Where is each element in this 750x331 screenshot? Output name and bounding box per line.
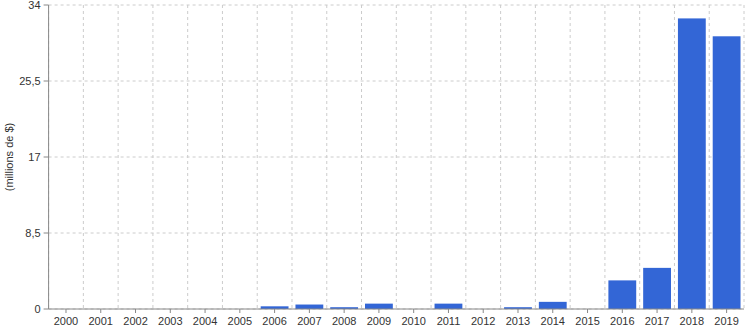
y-axis-label: (millions de $) xyxy=(3,123,15,191)
x-tick-label: 2000 xyxy=(54,315,78,327)
x-tick xyxy=(657,309,658,313)
x-tick xyxy=(170,309,171,313)
y-tick xyxy=(44,309,49,310)
x-tick-label: 2001 xyxy=(89,315,113,327)
x-grid xyxy=(48,5,49,309)
y-tick xyxy=(44,157,49,158)
x-tick-label: 2010 xyxy=(401,315,425,327)
y-tick-label: 17 xyxy=(28,151,40,163)
x-grid xyxy=(431,5,432,309)
y-grid xyxy=(49,5,744,6)
x-grid xyxy=(604,5,605,309)
x-tick-label: 2009 xyxy=(367,315,391,327)
bars xyxy=(261,18,741,309)
x-tick-label: 2005 xyxy=(228,315,252,327)
x-tick xyxy=(483,309,484,313)
y-tick-label: 25,5 xyxy=(19,75,40,87)
chart-svg: 0 8,5 17 25,5 34 2000 2001 2002 2003 2004 2005 2006… xyxy=(0,0,750,331)
bar xyxy=(643,268,671,309)
x-tick xyxy=(587,309,588,313)
bar xyxy=(608,280,636,309)
x-axis xyxy=(49,309,744,310)
x-tick-label: 2008 xyxy=(332,315,356,327)
x-tick-label: 2015 xyxy=(575,315,599,327)
y-tick-label: 0 xyxy=(34,303,40,315)
x-tick xyxy=(344,309,345,313)
x-tick xyxy=(622,309,623,313)
y-tick xyxy=(44,233,49,234)
x-grid xyxy=(291,5,292,309)
x-tick xyxy=(274,309,275,313)
x-tick-label: 2006 xyxy=(262,315,286,327)
x-tick xyxy=(726,309,727,313)
x-tick xyxy=(135,309,136,313)
y-tick-label: 34 xyxy=(28,0,40,11)
x-tick-label: 2012 xyxy=(471,315,495,327)
x-tick xyxy=(378,309,379,313)
x-tick xyxy=(552,309,553,313)
bar xyxy=(539,302,567,309)
y-axis xyxy=(48,5,49,309)
y-tick xyxy=(44,5,49,6)
x-tick xyxy=(517,309,518,313)
x-tick-label: 2003 xyxy=(158,315,182,327)
bar xyxy=(365,304,393,309)
x-tick xyxy=(65,309,66,313)
x-tick-label: 2017 xyxy=(645,315,669,327)
x-tick-label: 2013 xyxy=(506,315,530,327)
y-grid xyxy=(49,157,744,158)
x-tick-label: 2016 xyxy=(610,315,634,327)
bar xyxy=(295,305,323,309)
y-tick-label: 8,5 xyxy=(25,227,40,239)
x-tick xyxy=(309,309,310,313)
bar xyxy=(435,304,463,309)
x-tick xyxy=(100,309,101,313)
x-grid xyxy=(83,5,84,309)
x-tick xyxy=(448,309,449,313)
x-tick xyxy=(413,309,414,313)
x-tick-label: 2018 xyxy=(680,315,704,327)
bar xyxy=(713,36,741,309)
x-tick xyxy=(691,309,692,313)
x-grid xyxy=(118,5,119,309)
x-tick-label: 2004 xyxy=(193,315,217,327)
x-tick-label: 2014 xyxy=(541,315,565,327)
x-grid xyxy=(257,5,258,309)
x-tick-label: 2002 xyxy=(123,315,147,327)
x-tick-label: 2019 xyxy=(714,315,738,327)
chart: 0 8,5 17 25,5 34 2000 2001 2002 2003 2004 2005 2006… xyxy=(0,0,750,331)
y-tick xyxy=(44,81,49,82)
y-grid xyxy=(49,81,744,82)
y-grid xyxy=(49,309,744,310)
x-tick xyxy=(205,309,206,313)
bar xyxy=(678,18,706,309)
x-tick xyxy=(239,309,240,313)
y-grid xyxy=(49,233,744,234)
x-tick-label: 2011 xyxy=(437,315,461,327)
x-tick-label: 2007 xyxy=(297,315,321,327)
x-grid xyxy=(570,5,571,309)
